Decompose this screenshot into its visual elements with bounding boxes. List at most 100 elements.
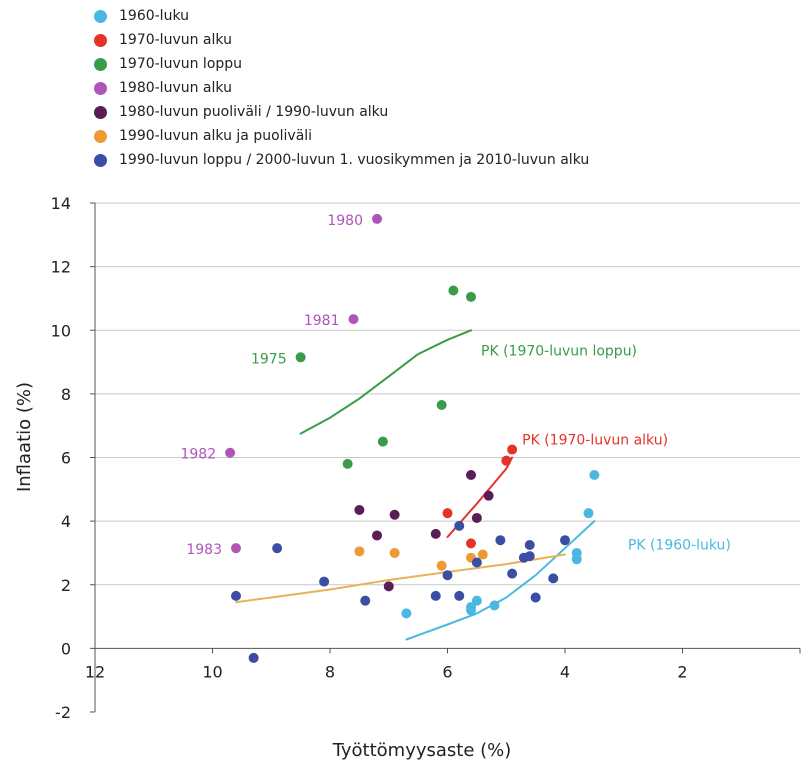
data-point [524, 539, 535, 550]
data-point [471, 595, 482, 606]
chart-legend: 1960-luku 1970-luvun alku 1970-luvun loppu… [94, 4, 589, 172]
x-tick-label: 8 [325, 662, 335, 681]
legend-item: 1970-luvun loppu [94, 52, 589, 76]
data-point [354, 546, 365, 557]
data-point [231, 543, 241, 554]
data-point [507, 444, 518, 455]
data-point [524, 551, 535, 562]
data-point [248, 652, 259, 663]
data-point [272, 543, 283, 554]
curve-label: PK (1970-luvun alku) [522, 432, 668, 448]
data-point [372, 530, 382, 541]
data-point [571, 547, 582, 558]
data-point [389, 547, 400, 558]
legend-marker [94, 105, 107, 119]
legend-label: 1980-luvun alku [119, 80, 232, 96]
data-point [560, 535, 570, 546]
legend-marker [94, 9, 107, 23]
data-point [501, 455, 512, 466]
x-tick-label: 6 [442, 662, 452, 681]
x-tick-label: 12 [85, 662, 105, 681]
year-label: 1983 [186, 542, 222, 558]
legend-label: 1980-luvun puoliväli / 1990-luvun alku [119, 104, 389, 120]
y-tick-label: 12 [51, 258, 71, 277]
year-label: 1982 [180, 447, 216, 463]
data-point [360, 595, 371, 606]
data-point [471, 512, 482, 523]
legend-label: 1990-luvun loppu / 2000-luvun 1. vuosiky… [119, 152, 590, 168]
legend-item: 1980-luvun puoliväli / 1990-luvun alku [94, 100, 589, 124]
data-point [530, 592, 541, 603]
data-point [471, 557, 482, 568]
legend-label: 1960-luku [119, 8, 189, 24]
legend-item: 1960-luku [94, 4, 589, 28]
data-point [489, 600, 500, 611]
data-point [442, 570, 453, 581]
x-axis-title: Työttömyysaste (%) [332, 740, 512, 761]
data-point [495, 535, 506, 546]
y-tick-label: 6 [61, 449, 71, 468]
data-point [231, 590, 241, 601]
data-point [436, 560, 447, 571]
data-point [342, 458, 353, 469]
year-label: 1975 [251, 351, 287, 367]
legend-item: 1990-luvun loppu / 2000-luvun 1. vuosiky… [94, 148, 589, 172]
data-point [483, 490, 494, 501]
data-point [436, 400, 447, 411]
y-tick-label: -2 [55, 703, 71, 722]
year-label: 1980 [327, 213, 363, 229]
x-tick-label: 2 [677, 662, 687, 681]
data-point [430, 528, 441, 539]
curve-label: PK (1970-luvun loppu) [481, 343, 637, 359]
legend-label: 1970-luvun alku [119, 32, 232, 48]
data-point [225, 447, 236, 458]
data-point [507, 568, 518, 579]
y-tick-label: 8 [61, 385, 71, 404]
data-point [430, 590, 441, 601]
x-tick-label: 10 [202, 662, 222, 681]
phillips-curve [299, 329, 472, 435]
legend-marker [94, 33, 107, 47]
data-point [548, 573, 559, 584]
legend-marker [94, 57, 107, 71]
legend-marker [94, 129, 107, 143]
data-point [348, 314, 359, 325]
legend-item: 1970-luvun alku [94, 28, 589, 52]
data-point [466, 291, 476, 302]
y-axis-title: Inflaatio (%) [14, 382, 35, 492]
data-point [466, 469, 476, 480]
y-tick-label: 2 [61, 576, 71, 595]
legend-label: 1970-luvun loppu [119, 56, 243, 72]
legend-label: 1990-luvun alku ja puoliväli [119, 128, 313, 144]
y-tick-label: 4 [61, 512, 71, 531]
legend-marker [94, 153, 107, 167]
data-point [583, 508, 594, 519]
data-point [319, 576, 330, 587]
data-point [477, 549, 488, 560]
data-point [401, 608, 412, 619]
data-point [295, 352, 306, 363]
legend-marker [94, 81, 107, 95]
curve-label: PK (1960-luku) [628, 537, 731, 553]
data-point [442, 508, 453, 519]
data-point [454, 590, 465, 601]
y-tick-label: 0 [61, 639, 71, 658]
data-point [377, 436, 388, 447]
y-tick-label: 14 [51, 194, 71, 213]
data-point [448, 285, 459, 296]
data-point [466, 602, 476, 613]
data-point [372, 213, 382, 224]
year-label: 1981 [304, 313, 340, 329]
data-point [589, 469, 600, 480]
data-point [383, 581, 394, 592]
x-tick-label: 4 [560, 662, 570, 681]
phillips-curve [235, 553, 566, 604]
data-point [466, 538, 476, 549]
data-point [354, 504, 365, 515]
data-point [454, 520, 465, 531]
phillips-curve [405, 520, 596, 641]
data-point [389, 509, 400, 520]
legend-item: 1990-luvun alku ja puoliväli [94, 124, 589, 148]
legend-item: 1980-luvun alku [94, 76, 589, 100]
